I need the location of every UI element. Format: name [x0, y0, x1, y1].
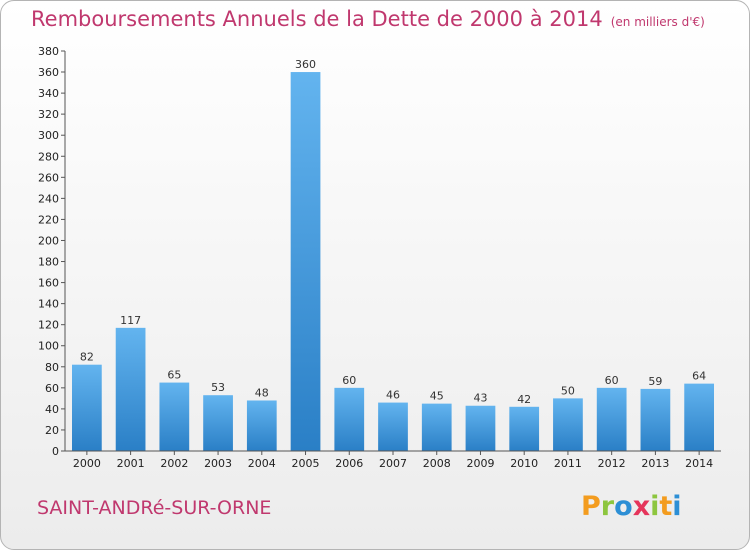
x-tick-label-2007: 2007: [379, 457, 407, 470]
data-label-2007: 46: [386, 389, 400, 402]
bar-2010: [509, 406, 540, 451]
data-label-2005: 360: [295, 58, 316, 71]
bar-2008: [421, 403, 452, 451]
logo-letter: P: [581, 491, 601, 522]
bar-2000: [71, 364, 102, 451]
bar-2003: [203, 395, 233, 451]
y-tick-label: 80: [45, 361, 59, 374]
data-label-2012: 60: [605, 374, 619, 387]
x-tick-label-2013: 2013: [641, 457, 669, 470]
x-tick-label-2014: 2014: [685, 457, 713, 470]
bar-2001: [115, 327, 146, 451]
bar-2007: [378, 402, 408, 451]
proxiti-logo: Proxiti: [581, 491, 682, 522]
data-label-2011: 50: [561, 384, 575, 397]
x-tick-label-2000: 2000: [73, 457, 101, 470]
x-tick-label-2001: 2001: [117, 457, 145, 470]
logo-letter: x: [633, 491, 650, 522]
data-label-2001: 117: [120, 314, 141, 327]
x-tick-label-2004: 2004: [248, 457, 276, 470]
bar-2004: [246, 400, 277, 451]
chart-title: Remboursements Annuels de la Dette de 20…: [31, 7, 705, 31]
data-label-2010: 42: [517, 393, 531, 406]
bar-2014: [684, 383, 715, 451]
y-tick-label: 360: [38, 66, 59, 79]
bar-2006: [334, 387, 365, 451]
y-tick-label: 140: [38, 298, 59, 311]
x-tick-label-2003: 2003: [204, 457, 232, 470]
x-tick-label-2012: 2012: [598, 457, 626, 470]
y-tick-label: 240: [38, 192, 59, 205]
y-tick-label: 20: [45, 424, 59, 437]
data-label-2006: 60: [342, 374, 356, 387]
x-tick-label-2005: 2005: [292, 457, 320, 470]
logo-letter: i: [650, 491, 659, 522]
y-tick-label: 380: [38, 45, 59, 58]
data-label-2008: 45: [430, 390, 444, 403]
y-tick-label: 260: [38, 171, 59, 184]
y-tick-label: 160: [38, 277, 59, 290]
data-label-2003: 53: [211, 381, 225, 394]
commune-name: SAINT-ANDRé-SUR-ORNE: [37, 497, 272, 519]
y-tick-label: 300: [38, 129, 59, 142]
y-tick-label: 40: [45, 403, 59, 416]
y-tick-label: 180: [38, 256, 59, 269]
unit-label: (en milliers d'€): [610, 15, 705, 29]
bar-2013: [640, 388, 671, 451]
y-tick-label: 340: [38, 87, 59, 100]
data-label-2002: 65: [167, 369, 181, 382]
bar-2011: [553, 398, 583, 451]
y-tick-label: 0: [52, 445, 59, 458]
logo-letter: o: [614, 491, 633, 522]
bar-2002: [159, 382, 190, 451]
y-tick-label: 220: [38, 213, 59, 226]
x-tick-label-2009: 2009: [466, 457, 494, 470]
data-label-2013: 59: [648, 375, 662, 388]
y-tick-label: 320: [38, 108, 59, 121]
x-tick-label-2002: 2002: [160, 457, 188, 470]
data-label-2014: 64: [692, 370, 706, 383]
x-tick-label-2008: 2008: [423, 457, 451, 470]
logo-letter: i: [672, 491, 681, 522]
svg-text:Proxiti: Proxiti: [581, 491, 682, 522]
bar-2012: [596, 387, 627, 451]
data-label-2009: 43: [473, 392, 487, 405]
bar-2009: [465, 405, 496, 451]
logo-letter: t: [659, 491, 672, 522]
data-label-2000: 82: [80, 351, 94, 364]
x-tick-label-2006: 2006: [335, 457, 363, 470]
x-tick-label-2010: 2010: [510, 457, 538, 470]
data-label-2004: 48: [255, 386, 269, 399]
y-tick-label: 280: [38, 150, 59, 163]
x-tick-label-2011: 2011: [554, 457, 582, 470]
logo-letter: r: [601, 491, 615, 522]
bar-2005: [290, 72, 321, 451]
y-tick-label: 200: [38, 234, 59, 247]
y-tick-label: 100: [38, 340, 59, 353]
y-tick-label: 120: [38, 319, 59, 332]
y-tick-label: 60: [45, 382, 59, 395]
title-text: Remboursements Annuels de la Dette de 20…: [31, 7, 603, 31]
